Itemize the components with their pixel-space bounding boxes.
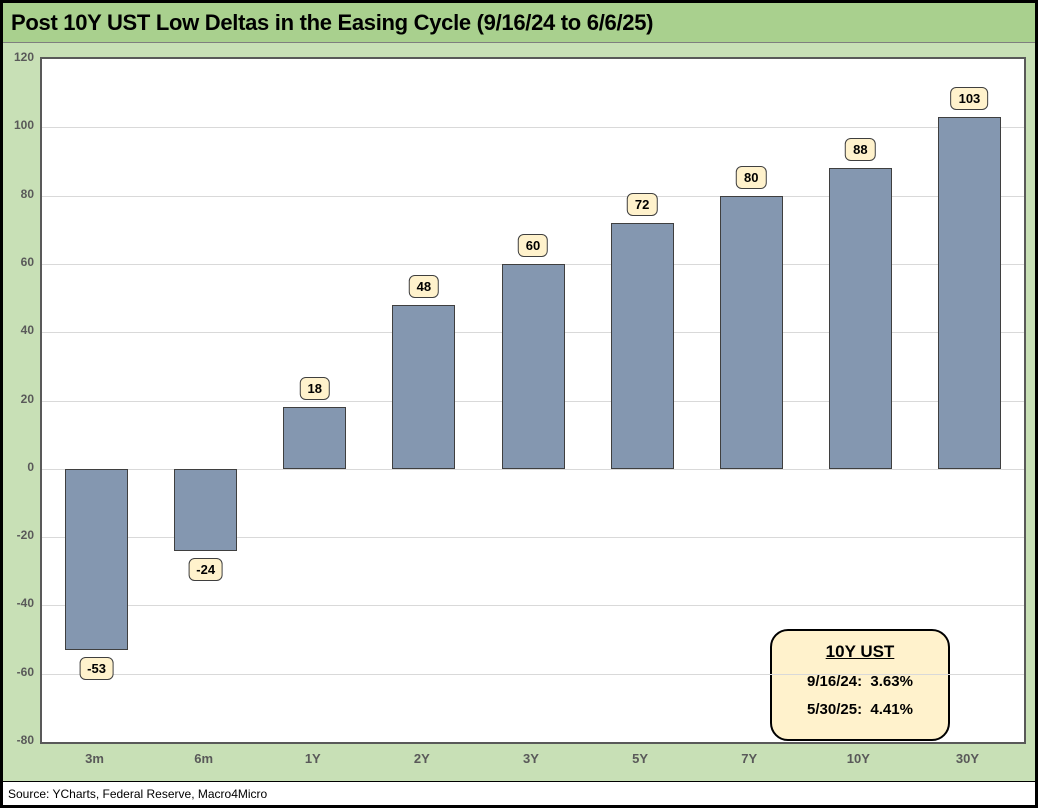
x-tick-label: 5Y	[632, 751, 649, 766]
y-tick-label: -60	[16, 664, 34, 679]
chart-title: Post 10Y UST Low Deltas in the Easing Cy…	[11, 9, 654, 35]
bar-2Y	[392, 304, 456, 469]
y-tick-label: 20	[20, 391, 34, 406]
y-tick-label: 60	[20, 254, 34, 269]
bar-3Y	[501, 263, 565, 469]
gridline	[42, 674, 1024, 675]
annotation-line-1: 9/16/24: 3.63%	[807, 673, 913, 690]
y-tick-label: -80	[16, 733, 34, 747]
x-tick-label: 7Y	[741, 751, 758, 766]
chart-region: 10Y UST 9/16/24: 3.63% 5/30/25: 4.41% -5…	[3, 43, 1035, 781]
annotation-line-2: 5/30/25: 4.41%	[807, 701, 913, 718]
bar-value-label: -24	[188, 557, 224, 581]
bar-value-label: 80	[735, 165, 767, 189]
x-tick-label: 6m	[194, 751, 214, 766]
bar-value-label: 103	[950, 87, 989, 111]
bar-value-label: -53	[79, 656, 114, 680]
chart-title-bar: Post 10Y UST Low Deltas in the Easing Cy…	[3, 3, 1035, 43]
y-tick-label: -40	[16, 596, 34, 611]
y-tick-label: 100	[13, 118, 34, 133]
bar-7Y	[719, 195, 783, 469]
x-tick-label: 30Y	[955, 751, 979, 766]
bar-value-label: 60	[517, 233, 549, 257]
bar-3m	[65, 468, 129, 650]
bar-value-label: 18	[299, 377, 330, 401]
source-text: Source: YCharts, Federal Reserve, Macro4…	[8, 786, 268, 801]
y-tick-label: 120	[13, 50, 34, 64]
x-tick-label: 3Y	[523, 751, 539, 766]
bar-5Y	[610, 222, 674, 469]
x-tick-label: 2Y	[413, 751, 430, 766]
y-tick-label: 80	[20, 186, 34, 201]
bar-value-label: 48	[408, 274, 440, 298]
gridline	[42, 469, 1024, 470]
bar-value-label: 72	[626, 192, 658, 216]
bar-1Y	[283, 407, 347, 469]
y-tick-label: -20	[16, 528, 34, 543]
x-tick-label: 10Y	[846, 751, 870, 766]
gridline	[42, 127, 1024, 128]
y-tick-label: 40	[20, 323, 34, 338]
gridline	[42, 605, 1024, 606]
x-tick-label: 1Y	[304, 751, 321, 766]
bar-10Y	[828, 168, 892, 469]
plot-area: 10Y UST 9/16/24: 3.63% 5/30/25: 4.41% -5…	[40, 57, 1026, 744]
x-tick-label: 3m	[85, 751, 104, 766]
source-bar: Source: YCharts, Federal Reserve, Macro4…	[3, 781, 1035, 805]
gridline	[42, 196, 1024, 197]
annotation-title: 10Y UST	[825, 642, 895, 661]
bar-6m	[174, 468, 238, 551]
bar-30Y	[937, 117, 1001, 469]
y-tick-label: 0	[27, 459, 34, 474]
annotation-box: 10Y UST 9/16/24: 3.63% 5/30/25: 4.41%	[770, 629, 950, 741]
bar-value-label: 88	[845, 138, 876, 162]
gridline	[42, 537, 1024, 538]
